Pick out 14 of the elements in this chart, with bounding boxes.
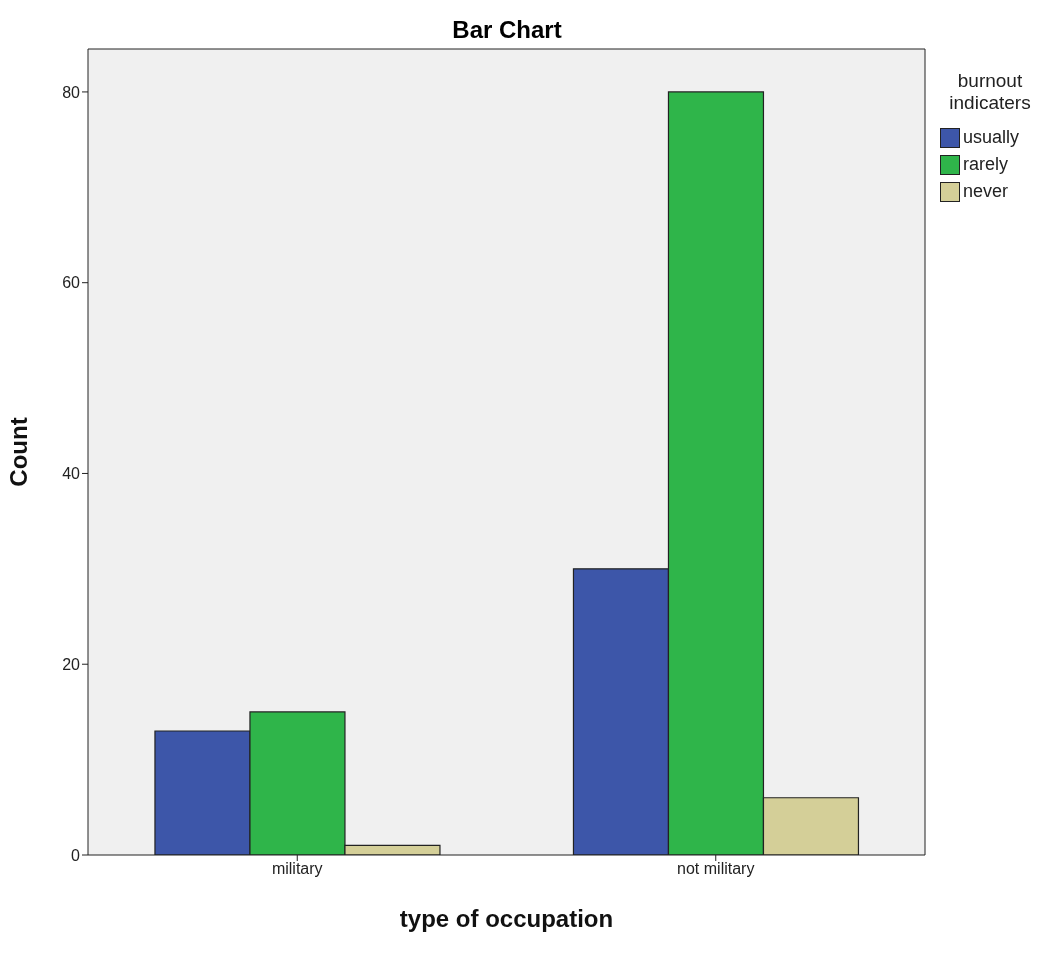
y-tick-label: 60 xyxy=(62,274,81,292)
y-tick-label: 0 xyxy=(71,846,81,864)
x-tick-label: not military xyxy=(677,860,755,878)
x-axis-title: type of occupation xyxy=(399,905,614,932)
legend-label: usually xyxy=(963,127,1020,148)
y-tick-label: 80 xyxy=(62,83,81,101)
y-tick-label: 40 xyxy=(62,465,81,483)
legend-label: rarely xyxy=(963,154,1009,175)
chart-title: Bar Chart xyxy=(451,16,563,44)
y-tick-label: 20 xyxy=(62,655,81,673)
y-axis-title: Count xyxy=(4,417,32,487)
legend-label: never xyxy=(963,181,1009,202)
legend-title: burnout indicaters xyxy=(948,70,1032,114)
x-tick-label: military xyxy=(271,860,323,878)
